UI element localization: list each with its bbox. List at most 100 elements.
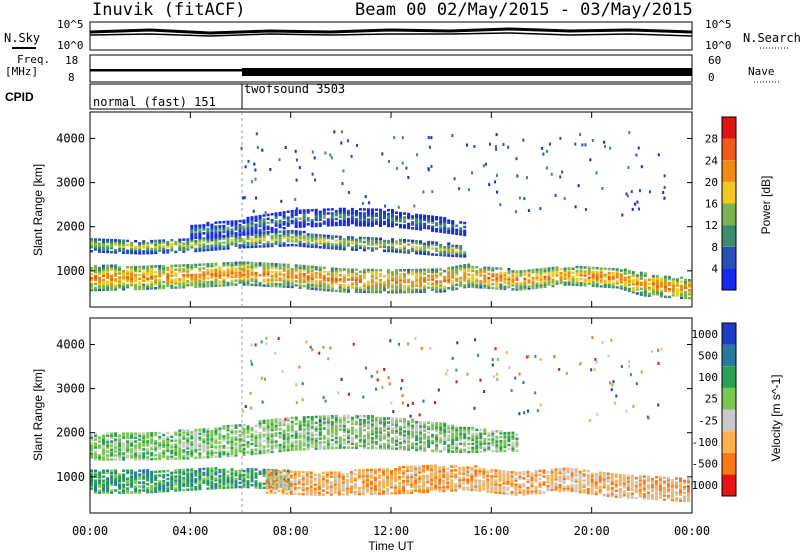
heatmap-cell: [254, 177, 257, 181]
heatmap-cell: [234, 226, 238, 229]
heatmap-cell: [379, 439, 382, 442]
heatmap-cell: [587, 272, 591, 275]
heatmap-cell: [415, 442, 419, 446]
heatmap-cell: [494, 489, 498, 492]
heatmap-cell: [118, 282, 122, 285]
heatmap-cell: [607, 277, 611, 281]
heatmap-cell: [234, 240, 238, 243]
heatmap-cell: [483, 448, 487, 451]
heatmap-cell: [222, 439, 226, 442]
heatmap-cell: [134, 248, 138, 251]
heatmap-cell: [326, 427, 330, 430]
heatmap-cell: [407, 446, 411, 449]
heatmap-cell: [326, 444, 330, 448]
heatmap-cell: [230, 234, 234, 238]
heatmap-cell: [511, 284, 515, 287]
heatmap-cell: [475, 281, 479, 285]
heatmap-cell: [423, 268, 427, 272]
heatmap-cell: [182, 484, 186, 488]
heatmap-cell: [190, 277, 194, 281]
heatmap-cell: [166, 245, 170, 248]
heatmap-cell: [314, 243, 318, 247]
heatmap-cell: [435, 442, 439, 445]
heatmap-cell: [178, 266, 182, 269]
heatmap-cell: [467, 426, 471, 430]
heatmap-cell: [362, 214, 366, 217]
heatmap-cell: [419, 290, 423, 293]
heatmap-cell: [138, 473, 142, 476]
heatmap-cell: [494, 481, 498, 484]
heatmap-cell: [154, 490, 158, 493]
heatmap-cell: [427, 282, 431, 285]
heatmap-cell: [258, 214, 262, 218]
heatmap-cell: [106, 432, 110, 435]
heatmap-cell: [301, 488, 305, 492]
heatmap-cell: [430, 468, 434, 472]
heatmap-cell: [154, 281, 158, 284]
heatmap-cell: [387, 249, 390, 253]
heatmap-cell: [314, 433, 318, 436]
heatmap-cell: [166, 241, 170, 244]
heatmap-cell: [318, 224, 322, 227]
heatmap-cell: [366, 286, 370, 290]
heatmap-cell: [619, 277, 623, 280]
heatmap-cell: [483, 442, 487, 445]
heatmap-cell: [110, 274, 114, 277]
heatmap-cell: [431, 221, 435, 224]
heatmap-cell: [186, 484, 190, 487]
heatmap-cell: [431, 435, 435, 439]
heatmap-cell: [591, 282, 595, 286]
heatmap-cell: [358, 246, 362, 250]
heatmap-cell: [358, 240, 362, 244]
heatmap-cell: [543, 275, 547, 279]
heatmap-cell: [507, 443, 511, 447]
heatmap-cell: [158, 286, 162, 290]
heatmap-cell: [106, 266, 110, 270]
heatmap-cell: [407, 239, 411, 242]
heatmap-cell: [411, 446, 415, 449]
heatmap-cell: [270, 475, 274, 478]
heatmap-cell: [277, 472, 281, 475]
heatmap-cell: [511, 288, 515, 291]
heatmap-cell: [345, 493, 349, 496]
heatmap-cell: [314, 210, 318, 214]
heatmap-cell: [122, 452, 126, 455]
heatmap-cell: [302, 217, 306, 220]
heatmap-cell: [539, 282, 543, 285]
heatmap-cell: [130, 450, 134, 453]
heatmap-cell: [478, 469, 482, 473]
heatmap-cell: [370, 239, 374, 242]
heatmap-cell: [491, 438, 495, 441]
heatmap-cell: [399, 286, 402, 290]
heatmap-cell: [298, 444, 302, 447]
heatmap-cell: [483, 278, 487, 281]
heatmap-cell: [162, 249, 166, 252]
heatmap-cell: [134, 485, 138, 488]
heatmap-cell: [182, 451, 186, 454]
heatmap-cell: [423, 443, 427, 446]
heatmap-cell: [246, 224, 250, 228]
heatmap-cell: [334, 426, 338, 430]
heatmap-cell: [603, 279, 607, 282]
heatmap-cell: [475, 266, 479, 269]
heatmap-cell: [379, 286, 382, 290]
heatmap-cell: [451, 430, 455, 434]
heatmap-cell: [94, 483, 97, 486]
heatmap-cell: [383, 275, 386, 278]
heatmap-cell: [202, 473, 206, 477]
heatmap-cell: [431, 282, 435, 285]
heatmap-cell: [186, 429, 190, 432]
heatmap-cell: [387, 277, 390, 280]
heatmap-cell: [334, 221, 338, 225]
heatmap-cell: [254, 273, 258, 277]
heatmap-cell: [447, 428, 451, 431]
heatmap-cell: [346, 240, 350, 243]
heatmap-cell: [298, 236, 302, 239]
heatmap-cell: [206, 444, 210, 447]
heatmap-cell: [202, 247, 206, 250]
heatmap-cell: [278, 279, 282, 282]
heatmap-cell: [218, 268, 222, 271]
heatmap-cell: [290, 422, 294, 426]
heatmap-cell: [122, 489, 126, 492]
heatmap-cell: [210, 270, 214, 274]
